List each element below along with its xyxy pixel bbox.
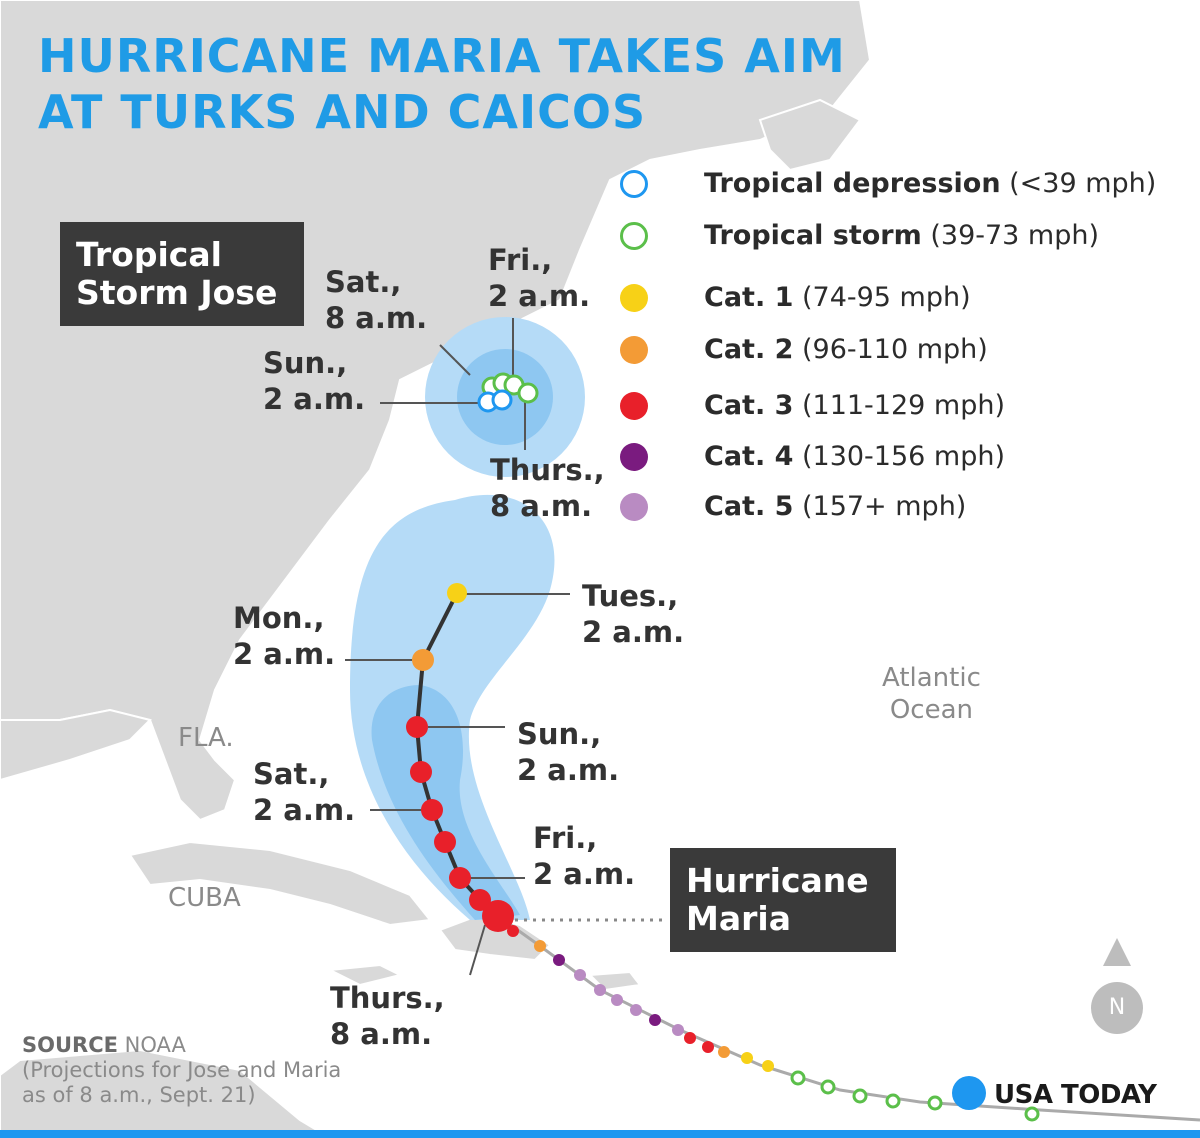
- source-org: NOAA: [124, 1033, 186, 1057]
- legend-range: (130-156 mph): [801, 441, 1005, 472]
- legend-name: Tropical depression: [704, 168, 1001, 199]
- bottom-bar: [0, 1130, 1200, 1138]
- maria-sun-time: 2 a.m.: [517, 753, 620, 787]
- legend-swatch: [620, 222, 648, 250]
- legend-swatch: [620, 336, 648, 364]
- legend-swatch: [620, 284, 648, 312]
- maria-sat-time: 2 a.m.: [253, 793, 356, 827]
- maria-tues-time: 2 a.m.: [582, 615, 685, 649]
- jose-thurs-time: 8 a.m.: [490, 489, 593, 523]
- maria-sun-day: Sun.,: [517, 717, 602, 751]
- legend-range: (111-129 mph): [801, 390, 1005, 421]
- maria-thurs-day: Thurs.,: [330, 981, 445, 1015]
- legend-name: Cat. 4: [704, 441, 794, 472]
- maria-sat-day: Sat.,: [253, 757, 330, 791]
- legend-range: (39-73 mph): [930, 220, 1100, 251]
- maria-label-sun: Sun., 2 a.m.: [517, 716, 619, 788]
- region-fla: FLA.: [178, 723, 234, 753]
- maria-name-line-2: Maria: [686, 899, 791, 938]
- legend-swatch: [620, 493, 648, 521]
- jose-label-sun: Sun., 2 a.m.: [263, 345, 365, 417]
- source-line: SOURCE NOAA: [22, 1033, 341, 1058]
- source-note-line-1: (Projections for Jose and Maria: [22, 1058, 342, 1082]
- title-line-2: AT TURKS AND CAICOS: [38, 85, 647, 139]
- legend-name: Cat. 2: [704, 334, 794, 365]
- maria-label-mon: Mon., 2 a.m.: [233, 600, 335, 672]
- leader-lines: [345, 318, 665, 976]
- legend-text: Cat. 4 (130-156 mph): [704, 441, 1005, 473]
- maria-past-points: [507, 925, 1040, 1122]
- jose-sun-time: 2 a.m.: [263, 382, 366, 416]
- legend-text: Cat. 2 (96-110 mph): [704, 334, 988, 366]
- atlantic-line-2: Ocean: [889, 695, 974, 725]
- jose-name-line-2: Storm Jose: [76, 273, 278, 312]
- jose-label-thurs: Thurs., 8 a.m.: [490, 452, 605, 524]
- north-arrow-icon: [1103, 938, 1131, 966]
- legend-text: Cat. 5 (157+ mph): [704, 491, 966, 523]
- compass-icon: N: [1091, 982, 1143, 1034]
- legend-range: (74-95 mph): [801, 282, 971, 313]
- region-cuba: CUBA: [168, 883, 241, 913]
- page-title: HURRICANE MARIA TAKES AIM AT TURKS AND C…: [38, 28, 846, 140]
- legend-text: Cat. 3 (111-129 mph): [704, 390, 1005, 422]
- maria-tues-day: Tues.,: [582, 579, 679, 613]
- source-note-line-2: as of 8 a.m., Sept. 21): [22, 1083, 256, 1107]
- source-label: SOURCE: [22, 1033, 118, 1057]
- legend-swatch: [620, 443, 648, 471]
- maria-label-sat: Sat., 2 a.m.: [253, 756, 355, 828]
- legend-text: Tropical depression (<39 mph): [704, 168, 1156, 200]
- legend-text: Tropical storm (39-73 mph): [704, 220, 1099, 252]
- maria-fri-day: Fri.,: [533, 821, 598, 855]
- legend-text: Cat. 1 (74-95 mph): [704, 282, 971, 314]
- maria-mon-day: Mon.,: [233, 601, 325, 635]
- jose-sun-day: Sun.,: [263, 346, 348, 380]
- legend-range: (96-110 mph): [801, 334, 988, 365]
- legend-name: Cat. 3: [704, 390, 794, 421]
- jose-label-box: Tropical Storm Jose: [60, 222, 304, 326]
- cuba-land: [128, 840, 432, 927]
- legend-name: Tropical storm: [704, 220, 922, 251]
- maria-thurs-time: 8 a.m.: [330, 1017, 433, 1051]
- jose-label-sat: Sat., 8 a.m.: [325, 264, 427, 336]
- legend-range: (157+ mph): [801, 491, 967, 522]
- maria-label-fri: Fri., 2 a.m.: [533, 820, 635, 892]
- legend-name: Cat. 5: [704, 491, 794, 522]
- maria-cone-inner: [371, 685, 520, 920]
- jose-thurs-day: Thurs.,: [490, 453, 605, 487]
- jose-points: [477, 372, 539, 413]
- jose-sat-day: Sat.,: [325, 265, 402, 299]
- legend-swatch: [620, 170, 648, 198]
- region-atlantic: Atlantic Ocean: [882, 662, 981, 726]
- jose-name-line-1: Tropical: [76, 235, 222, 274]
- jose-label-fri: Fri., 2 a.m.: [488, 242, 590, 314]
- maria-mon-time: 2 a.m.: [233, 637, 336, 671]
- maria-label-thurs: Thurs., 8 a.m.: [330, 980, 445, 1052]
- legend-range: (<39 mph): [1009, 168, 1157, 199]
- maria-forecast-points: [406, 583, 514, 932]
- legend-swatch: [620, 392, 648, 420]
- maria-fri-time: 2 a.m.: [533, 857, 636, 891]
- legend-name: Cat. 1: [704, 282, 794, 313]
- title-line-1: HURRICANE MARIA TAKES AIM: [38, 29, 846, 83]
- usa-today-logo: USA TODAY: [994, 1080, 1157, 1110]
- source-note: SOURCE NOAA (Projections for Jose and Ma…: [22, 1033, 341, 1108]
- atlantic-line-1: Atlantic: [882, 663, 981, 693]
- maria-label-box: Hurricane Maria: [670, 848, 896, 952]
- jose-sat-time: 8 a.m.: [325, 301, 428, 335]
- usa-today-logo-dot: [952, 1076, 986, 1110]
- maria-name-line-1: Hurricane: [686, 861, 869, 900]
- maria-label-tues: Tues., 2 a.m.: [582, 578, 684, 650]
- jose-fri-day: Fri.,: [488, 243, 553, 277]
- jose-fri-time: 2 a.m.: [488, 279, 591, 313]
